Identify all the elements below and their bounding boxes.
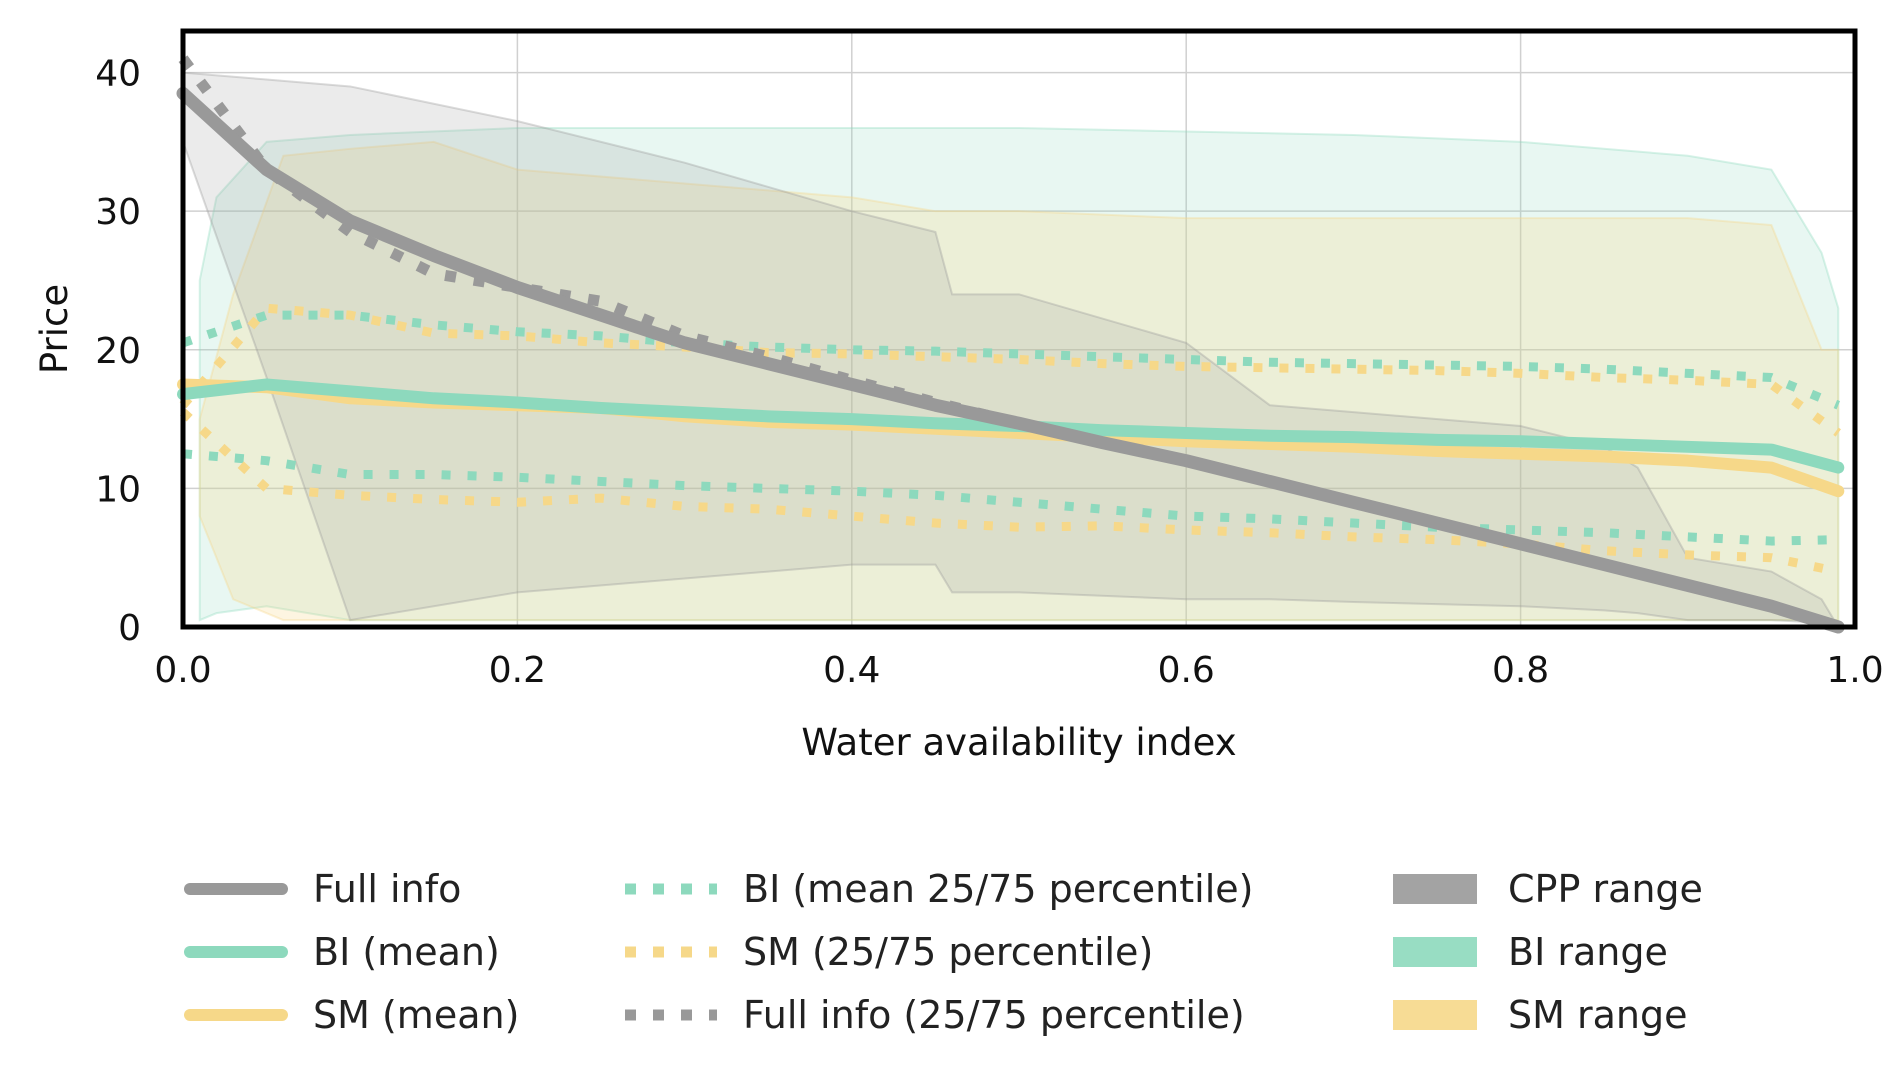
plot-frame	[180, 28, 1858, 630]
x-tick-label: 0.6	[1158, 650, 1215, 691]
legend-label-sm-mean: SM (mean)	[313, 993, 519, 1037]
sm-range-band	[198, 140, 1840, 622]
bi-mean-25-75-percentile-line	[182, 449, 1839, 546]
y-tick-label: 0	[118, 608, 141, 649]
y-tick-label: 20	[95, 331, 141, 372]
full-info-line	[176, 86, 1845, 634]
y-tick-label: 40	[95, 54, 141, 95]
x-tick-label: 0.8	[1492, 650, 1549, 691]
legend-label-full-info: Full info	[313, 867, 461, 911]
x-tick-label: 1.0	[1826, 650, 1883, 691]
legend-label-sm-25-75-percentile: SM (25/75 percentile)	[743, 930, 1153, 974]
legend-label-bi-mean-25-75-percentile: BI (mean 25/75 percentile)	[743, 867, 1253, 911]
y-tick-label: 30	[95, 192, 141, 233]
legend-swatch-sm-range	[1393, 1000, 1477, 1030]
y-axis-label: Price	[33, 284, 76, 374]
legend-swatch-cpp-range	[1393, 874, 1477, 904]
x-axis-label: Water availability index	[801, 721, 1236, 764]
bi-range-band	[198, 127, 1840, 622]
legend-label-bi-mean: BI (mean)	[313, 930, 500, 974]
legend: Full info BI (mean) SM (mean) BI (mean 25/7…	[184, 867, 1703, 1037]
legend-label-bi-range: BI range	[1508, 930, 1668, 974]
legend-label-sm-range: SM range	[1508, 993, 1687, 1037]
x-tick-label: 0.0	[154, 650, 211, 691]
x-tick-label: 0.4	[823, 650, 880, 691]
series-lines	[176, 55, 1845, 634]
legend-label-full-info-25-75-percentile: Full info (25/75 percentile)	[743, 993, 1245, 1037]
y-tick-label: 10	[95, 469, 141, 510]
legend-swatch-bi-range	[1393, 937, 1477, 967]
x-tick-label: 0.2	[489, 650, 546, 691]
legend-label-cpp-range: CPP range	[1508, 867, 1703, 911]
axis-ticks: 0.0 0.2 0.4 0.6 0.8 1.0 0 10 20 30 40	[95, 54, 1883, 691]
